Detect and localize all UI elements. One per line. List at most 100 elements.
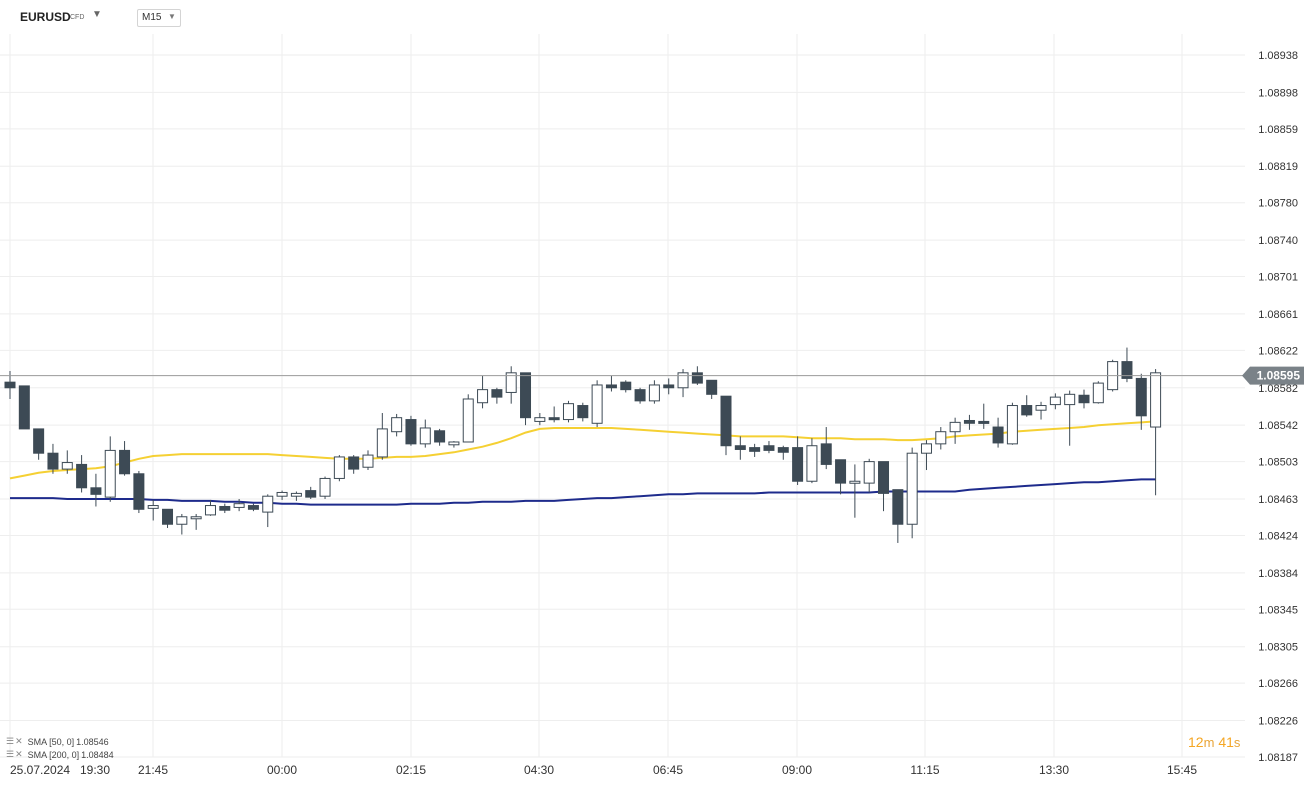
candle [562, 400, 574, 423]
time-tick-label: 19:30 [80, 763, 110, 777]
time-tick-label: 02:15 [396, 763, 426, 777]
candle [548, 406, 560, 423]
candle [1135, 373, 1147, 430]
price-tick-label: 1.08740 [1258, 235, 1298, 247]
price-tick-label: 1.08266 [1258, 678, 1298, 690]
candle [763, 441, 775, 454]
candle [920, 440, 932, 471]
settings-close-icon[interactable]: ☰✕ [6, 736, 24, 746]
candle [863, 458, 875, 493]
time-tick-label: 11:15 [910, 763, 939, 777]
candle [892, 489, 904, 543]
candle [147, 499, 159, 521]
candle [176, 513, 188, 535]
time-axis[interactable]: 25.07.2024 19:30 21:45 00:00 02:15 04:30 06:45… [10, 763, 1197, 777]
candle [1021, 395, 1033, 417]
candle [534, 413, 546, 426]
price-axis[interactable]: 1.08938 1.08898 1.08859 1.08819 1.08780 1.087… [1258, 50, 1298, 764]
time-tick-label: 04:30 [524, 763, 554, 777]
candle [591, 380, 603, 428]
candle [577, 402, 589, 422]
candle [1150, 369, 1162, 496]
candle [219, 503, 231, 514]
countdown-minutes-unit: m [1203, 735, 1215, 750]
grid [0, 34, 1245, 758]
candle [792, 436, 804, 485]
chevron-down-icon: ▼ [168, 12, 176, 21]
candle [648, 380, 660, 404]
indicator-legend-sma200[interactable]: ☰✕ SMA [200, 0] 1.08484 [6, 749, 116, 760]
candle [663, 378, 675, 395]
price-tick-label: 1.08661 [1258, 309, 1298, 321]
candle [849, 464, 861, 518]
candle [1035, 401, 1047, 420]
candle [262, 494, 274, 528]
time-tick-label: 15:45 [1167, 763, 1197, 777]
timeframe-select[interactable]: M15 ▼ [137, 9, 181, 27]
price-tick-label: 1.08859 [1258, 124, 1298, 136]
indicator-legend-sma50[interactable]: ☰✕ SMA [50, 0] 1.08546 [6, 736, 111, 747]
candle [992, 417, 1004, 448]
price-tick-label: 1.08503 [1258, 457, 1298, 469]
candle [634, 387, 646, 404]
candle [777, 445, 789, 460]
current-price-label: 1.08595 [1257, 369, 1301, 383]
candle [448, 441, 460, 448]
indicator-value: 1.08484 [81, 749, 114, 760]
candle [47, 443, 59, 474]
candle [1006, 402, 1018, 445]
chart-toolbar: EURUSD CFD ▼ M15 ▼ [0, 0, 1315, 34]
time-tick-label: 06:45 [653, 763, 683, 777]
candle [61, 450, 73, 474]
candles [4, 347, 1162, 543]
candle [419, 419, 431, 448]
symbol-tag: CFD [70, 14, 85, 21]
price-tick-label: 1.08701 [1258, 272, 1298, 284]
candle [104, 436, 116, 502]
candle [76, 455, 88, 493]
sma50-line [9, 420, 1156, 480]
price-tick-label: 1.08226 [1258, 716, 1298, 728]
candle [233, 499, 245, 512]
timeframe-label: M15 [142, 12, 162, 23]
current-price: 1.08595 [0, 366, 1304, 385]
price-tick-label: 1.08582 [1258, 383, 1298, 395]
candle [520, 372, 532, 426]
time-tick-label: 09:00 [782, 763, 812, 777]
candle [90, 473, 102, 507]
candle [247, 503, 259, 512]
candle [1121, 347, 1133, 383]
candle [204, 499, 216, 516]
current-price-tag [1242, 366, 1304, 385]
symbol-label[interactable]: EURUSD [20, 10, 71, 24]
candle [605, 375, 617, 392]
candle [749, 443, 761, 457]
candle [734, 436, 746, 460]
candle [376, 413, 388, 460]
candle [505, 366, 517, 404]
candle [362, 450, 374, 471]
price-tick-label: 1.08187 [1258, 752, 1298, 764]
candle [949, 417, 961, 444]
chevron-down-icon[interactable]: ▼ [92, 9, 102, 20]
candle [333, 455, 345, 482]
countdown-seconds-unit: s [1233, 735, 1241, 750]
settings-close-icon[interactable]: ☰✕ [6, 749, 24, 759]
candle [348, 455, 360, 474]
candle [1049, 393, 1061, 410]
candle [906, 447, 918, 539]
candle [1064, 390, 1076, 446]
price-tick-label: 1.08622 [1258, 345, 1298, 357]
candle [878, 461, 890, 512]
candle [720, 395, 732, 456]
candle [620, 380, 632, 393]
candle [276, 490, 288, 500]
moving-averages [9, 420, 1156, 506]
candle [935, 427, 947, 450]
time-tick-label: 21:45 [138, 763, 168, 777]
price-tick-label: 1.08780 [1258, 198, 1298, 210]
sma200-line [10, 478, 1156, 506]
candle [677, 369, 689, 398]
candle [806, 438, 818, 484]
